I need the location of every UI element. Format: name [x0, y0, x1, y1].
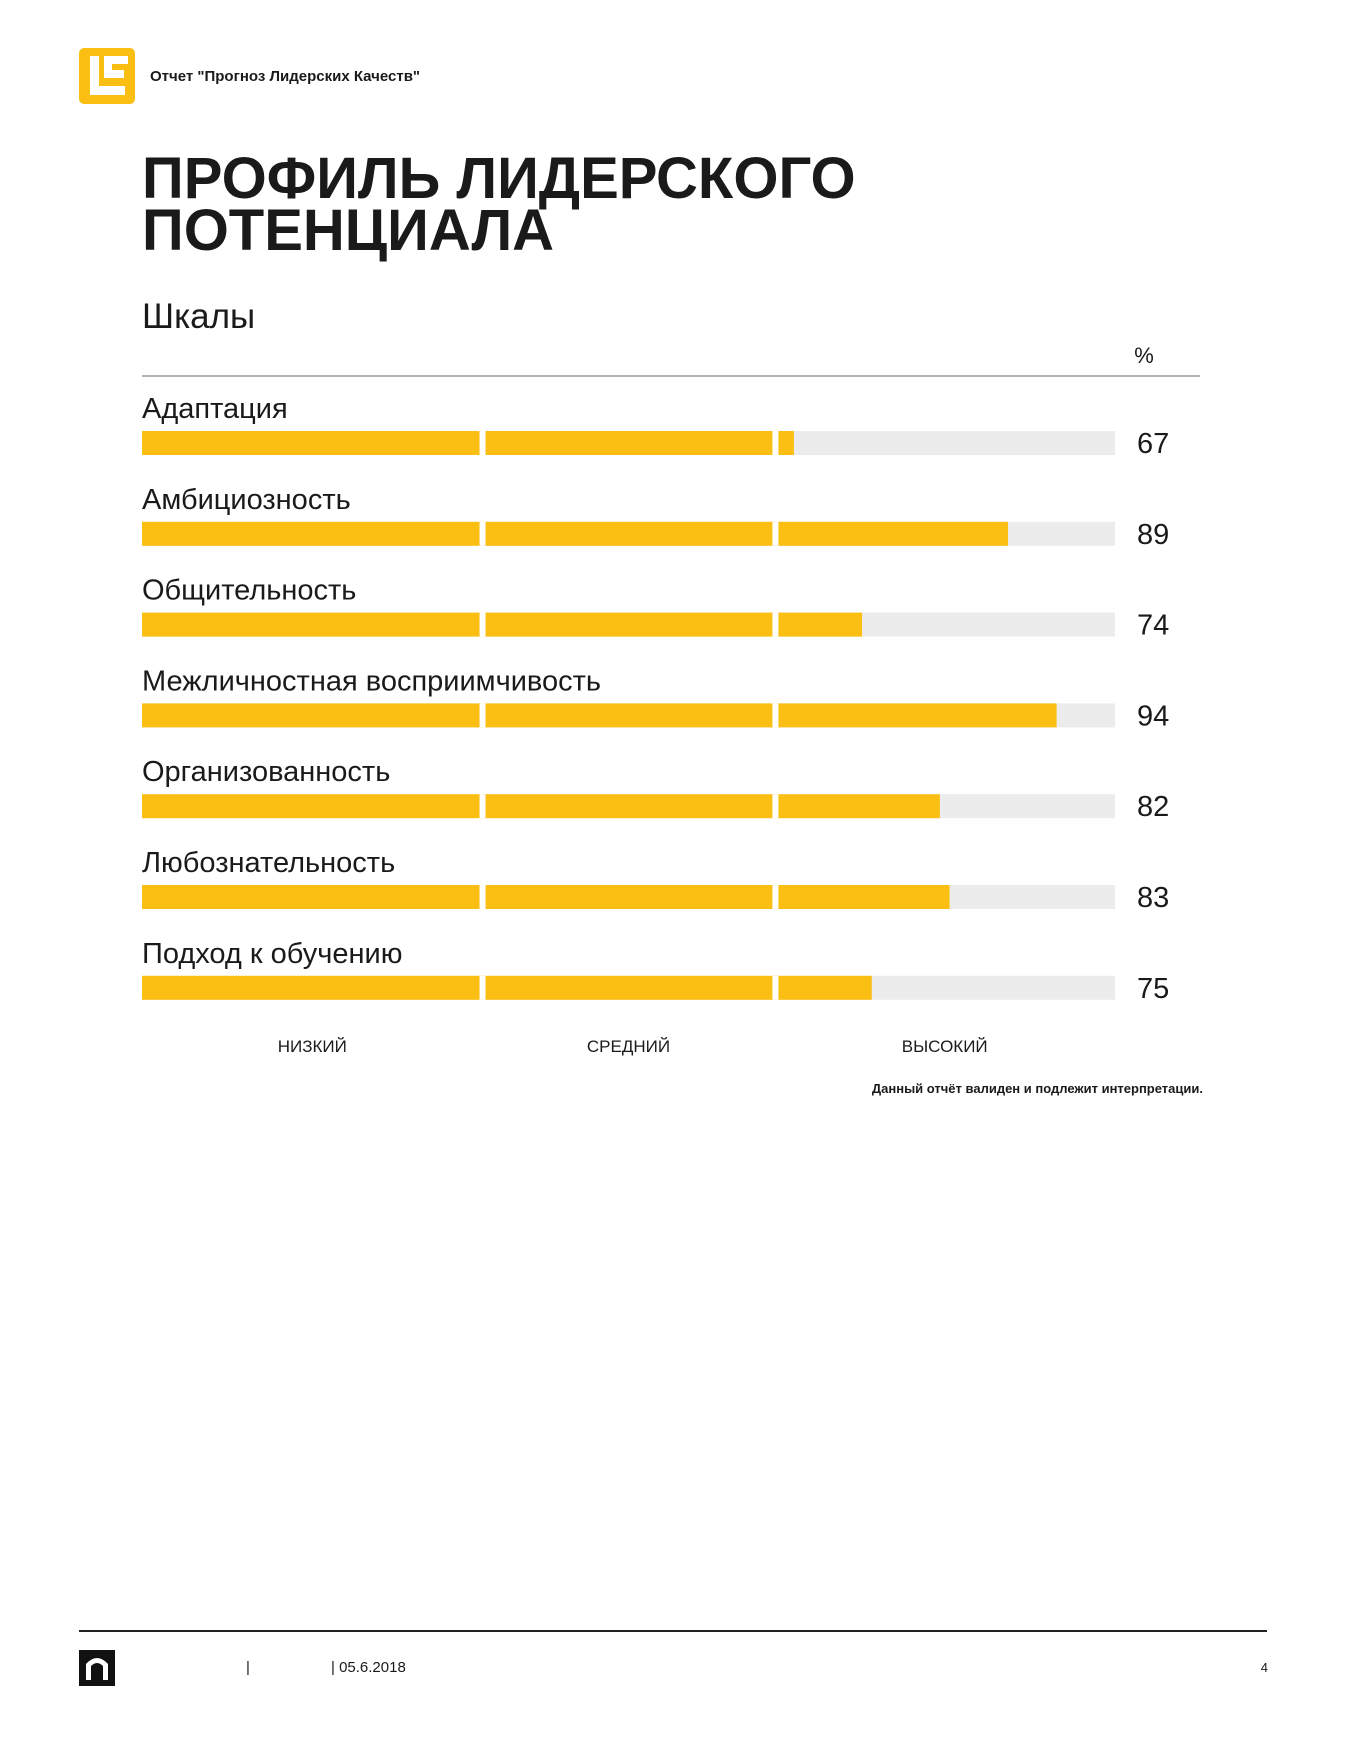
scale-label: Организованность [142, 756, 390, 788]
value-label: 82 [1137, 791, 1169, 823]
scale-label: Подход к обучению [142, 938, 402, 970]
scale-label: Межличностная восприимчивость [142, 665, 601, 697]
value-label: 89 [1137, 519, 1169, 551]
header-title: Отчет "Прогноз Лидерских Качеств" [150, 68, 420, 85]
bar-gap [772, 431, 779, 455]
page-number: 4 [1261, 1660, 1268, 1675]
bar [142, 703, 1057, 728]
bar-gap [772, 612, 779, 637]
logo [79, 48, 135, 104]
value-label: 75 [1137, 973, 1169, 1005]
bar-gap [772, 975, 779, 1000]
scale-label: Общительность [142, 575, 356, 607]
bar [142, 521, 1008, 546]
band-label: ВЫСОКИЙ [902, 1037, 988, 1056]
page-title: ПОТЕНЦИАЛА [142, 198, 554, 263]
bar-gap [479, 521, 486, 546]
bar [142, 612, 863, 637]
footer-logo [79, 1650, 115, 1686]
value-label: 67 [1137, 428, 1169, 460]
bar [142, 975, 872, 1000]
band-label: СРЕДНИЙ [587, 1037, 670, 1056]
bar-gap [479, 975, 486, 1000]
bar [142, 794, 940, 819]
bar-gap [772, 703, 779, 728]
scale-label: Любознательность [142, 847, 395, 879]
footer-date: | 05.6.2018 [331, 1659, 406, 1676]
scale-label: Амбициозность [142, 484, 351, 516]
note: Данный отчёт валиден и подлежит интерпре… [872, 1081, 1203, 1096]
bar-gap [479, 885, 486, 909]
footer-separator: | [246, 1659, 250, 1676]
bar-gap [479, 612, 486, 637]
value-label: 74 [1137, 610, 1169, 642]
section-title: Шкалы [142, 297, 255, 336]
unit-label: % [1134, 343, 1154, 368]
bar [142, 885, 950, 909]
scale-label: Адаптация [142, 393, 288, 425]
band-label: НИЗКИЙ [278, 1037, 347, 1056]
bar-gap [772, 521, 779, 546]
value-label: 94 [1137, 700, 1169, 732]
bar-gap [772, 885, 779, 909]
bar-gap [772, 794, 779, 819]
value-label: 83 [1137, 882, 1169, 914]
bar-gap [479, 794, 486, 819]
bar [142, 431, 794, 455]
bar-gap [479, 703, 486, 728]
page-title: ПРОФИЛЬ ЛИДЕРСКОГО [142, 146, 856, 211]
bar-gap [479, 431, 486, 455]
